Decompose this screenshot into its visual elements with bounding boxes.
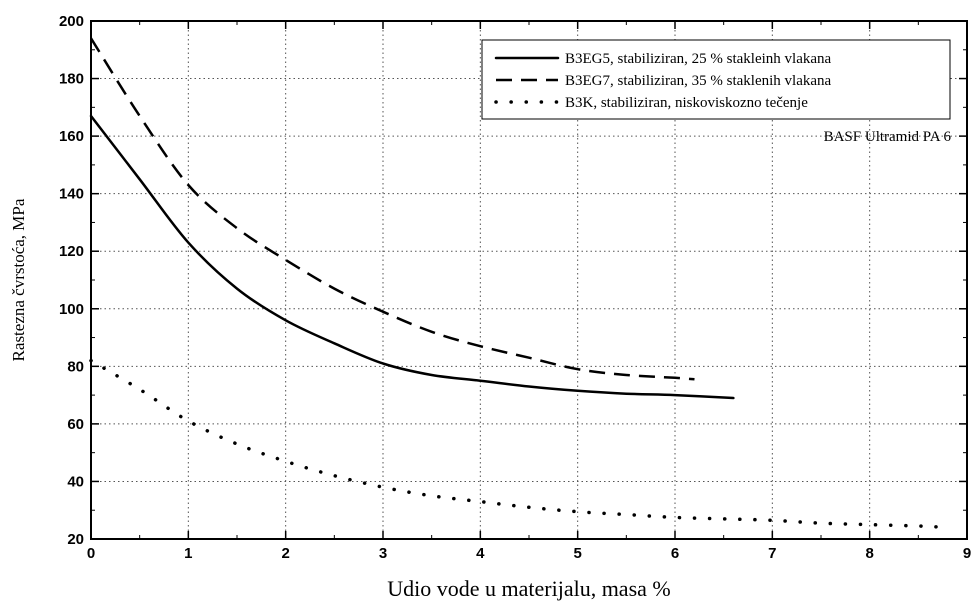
- y-tick-label: 200: [59, 13, 84, 30]
- x-tick-label: 8: [865, 545, 873, 562]
- y-tick-label: 160: [59, 128, 84, 145]
- y-tick-label: 140: [59, 186, 84, 203]
- series-line-1: [89, 114, 735, 400]
- series-line-3: [89, 358, 950, 530]
- legend-box: [481, 39, 951, 120]
- x-tick-label: 2: [281, 545, 289, 562]
- legend-label-3: B3K, stabiliziran, niskoviskozno tečenje: [565, 95, 808, 111]
- y-tick-label: 80: [67, 358, 84, 375]
- legend: B3EG5, stabiliziran, 25 % stakleinh vlak…: [481, 39, 951, 120]
- legend-label-2: B3EG7, stabiliziran, 35 % staklenih vlak…: [565, 73, 832, 89]
- tick-labels: 0 1 2 3 4 5 6 7 8 9 20 40 60 80 100 120 140 160 180 200: [59, 13, 971, 562]
- x-tick-label: 7: [768, 545, 776, 562]
- series-line-2: [89, 37, 695, 381]
- x-tick-label: 3: [379, 545, 387, 562]
- x-tick-label: 1: [184, 545, 192, 562]
- x-axis-title: Udio vode u materijalu, masa %: [387, 576, 670, 601]
- y-tick-label: 180: [59, 71, 84, 88]
- y-axis-title: Rastezna čvrstoća, MPa: [9, 198, 28, 361]
- x-tick-label: 5: [573, 545, 581, 562]
- brand-annotation: BASF Ultramid PA 6: [824, 129, 952, 145]
- x-tick-label: 6: [671, 545, 679, 562]
- legend-label-1: B3EG5, stabiliziran, 25 % stakleinh vlak…: [565, 51, 832, 67]
- y-tick-label: 20: [67, 531, 84, 548]
- axis-ticks: [90, 20, 968, 540]
- series-lines: [89, 37, 950, 530]
- y-tick-label: 120: [59, 243, 84, 260]
- y-tick-label: 100: [59, 301, 84, 318]
- y-tick-label: 40: [67, 473, 84, 490]
- x-tick-label: 0: [87, 545, 95, 562]
- x-tick-label: 4: [476, 545, 485, 562]
- x-tick-label: 9: [963, 545, 971, 562]
- y-tick-label: 60: [67, 416, 84, 433]
